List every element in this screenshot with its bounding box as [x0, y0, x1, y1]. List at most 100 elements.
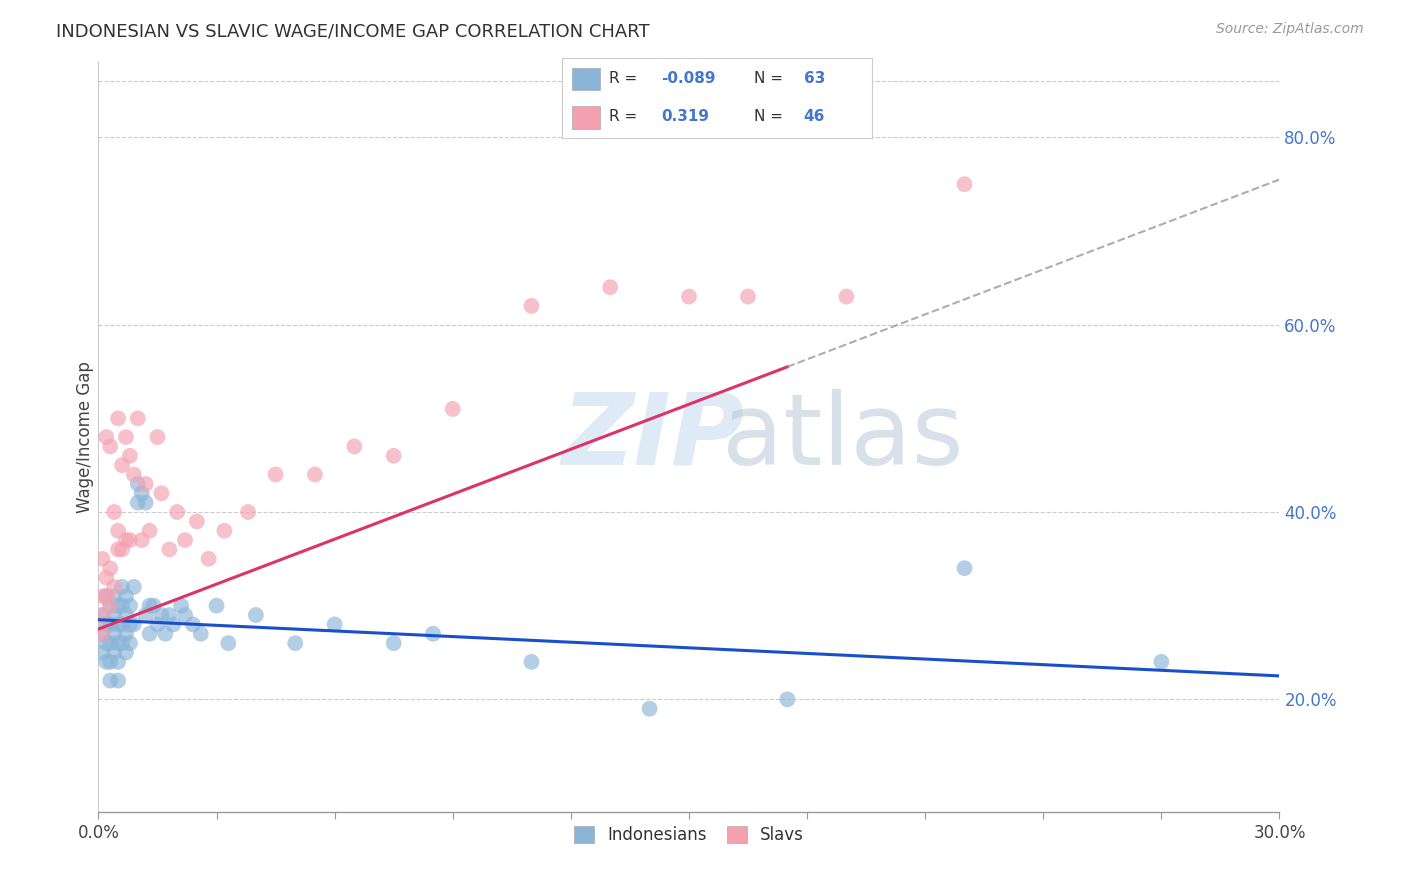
Text: INDONESIAN VS SLAVIC WAGE/INCOME GAP CORRELATION CHART: INDONESIAN VS SLAVIC WAGE/INCOME GAP COR…: [56, 22, 650, 40]
Point: [98, 617, 121, 632]
Point: [146, 430, 169, 444]
Point: [103, 505, 125, 519]
Point: [122, 617, 145, 632]
Point: [91, 646, 114, 660]
Point: [174, 608, 197, 623]
Point: [122, 467, 145, 482]
Point: [107, 617, 129, 632]
Point: [91, 626, 114, 640]
Point: [343, 440, 366, 453]
Point: [678, 289, 700, 303]
Point: [138, 524, 160, 538]
Point: [107, 542, 129, 557]
Point: [127, 476, 149, 491]
Point: [107, 636, 129, 650]
Text: -0.089: -0.089: [661, 70, 716, 86]
Point: [422, 626, 444, 640]
Point: [107, 673, 129, 688]
Text: Source: ZipAtlas.com: Source: ZipAtlas.com: [1216, 22, 1364, 37]
Point: [122, 580, 145, 594]
Point: [181, 617, 204, 632]
Point: [127, 411, 149, 425]
Point: [96, 589, 118, 603]
Point: [96, 617, 118, 632]
Bar: [572, 106, 599, 128]
Point: [135, 476, 157, 491]
Point: [96, 655, 118, 669]
Point: [214, 524, 236, 538]
Point: [98, 599, 121, 613]
Text: N =: N =: [754, 109, 787, 124]
Text: atlas: atlas: [721, 389, 963, 485]
Point: [236, 505, 259, 519]
Point: [142, 599, 165, 613]
Text: ZIP: ZIP: [562, 389, 745, 485]
Point: [103, 608, 125, 623]
Point: [91, 626, 114, 640]
Point: [98, 636, 121, 650]
Point: [323, 617, 346, 632]
Point: [107, 411, 129, 425]
Point: [186, 514, 208, 528]
Point: [115, 608, 138, 623]
Point: [1150, 655, 1173, 669]
Point: [157, 608, 180, 623]
Point: [118, 599, 141, 613]
Point: [98, 599, 121, 613]
Point: [91, 551, 114, 566]
Text: 0.319: 0.319: [661, 109, 710, 124]
Point: [115, 430, 138, 444]
Point: [107, 655, 129, 669]
Point: [91, 608, 114, 623]
Text: R =: R =: [609, 109, 647, 124]
Point: [520, 299, 543, 313]
Point: [91, 608, 114, 623]
Point: [737, 289, 759, 303]
Point: [96, 589, 118, 603]
Point: [382, 449, 405, 463]
Point: [118, 449, 141, 463]
Point: [138, 626, 160, 640]
Point: [115, 626, 138, 640]
Point: [115, 589, 138, 603]
Point: [776, 692, 799, 706]
Point: [520, 655, 543, 669]
Point: [170, 599, 193, 613]
Point: [111, 636, 134, 650]
Point: [115, 533, 138, 547]
Point: [103, 646, 125, 660]
Point: [96, 430, 118, 444]
Point: [155, 626, 177, 640]
Point: [131, 486, 153, 500]
Point: [131, 533, 153, 547]
Point: [138, 599, 160, 613]
Point: [245, 608, 267, 623]
Point: [835, 289, 858, 303]
Point: [103, 589, 125, 603]
Point: [98, 440, 121, 453]
Point: [103, 580, 125, 594]
Point: [111, 458, 134, 473]
Point: [264, 467, 287, 482]
Point: [135, 608, 157, 623]
Point: [111, 617, 134, 632]
Point: [174, 533, 197, 547]
Point: [190, 626, 212, 640]
Point: [441, 401, 464, 416]
Point: [150, 608, 173, 623]
Point: [205, 599, 228, 613]
Point: [127, 496, 149, 510]
Point: [599, 280, 621, 294]
Point: [953, 177, 976, 192]
Point: [118, 636, 141, 650]
Point: [107, 599, 129, 613]
Point: [96, 571, 118, 585]
Bar: [572, 68, 599, 90]
Y-axis label: Wage/Income Gap: Wage/Income Gap: [76, 361, 94, 513]
Text: 63: 63: [804, 70, 825, 86]
Point: [217, 636, 239, 650]
Point: [98, 655, 121, 669]
Point: [157, 542, 180, 557]
Point: [96, 636, 118, 650]
Point: [118, 533, 141, 547]
